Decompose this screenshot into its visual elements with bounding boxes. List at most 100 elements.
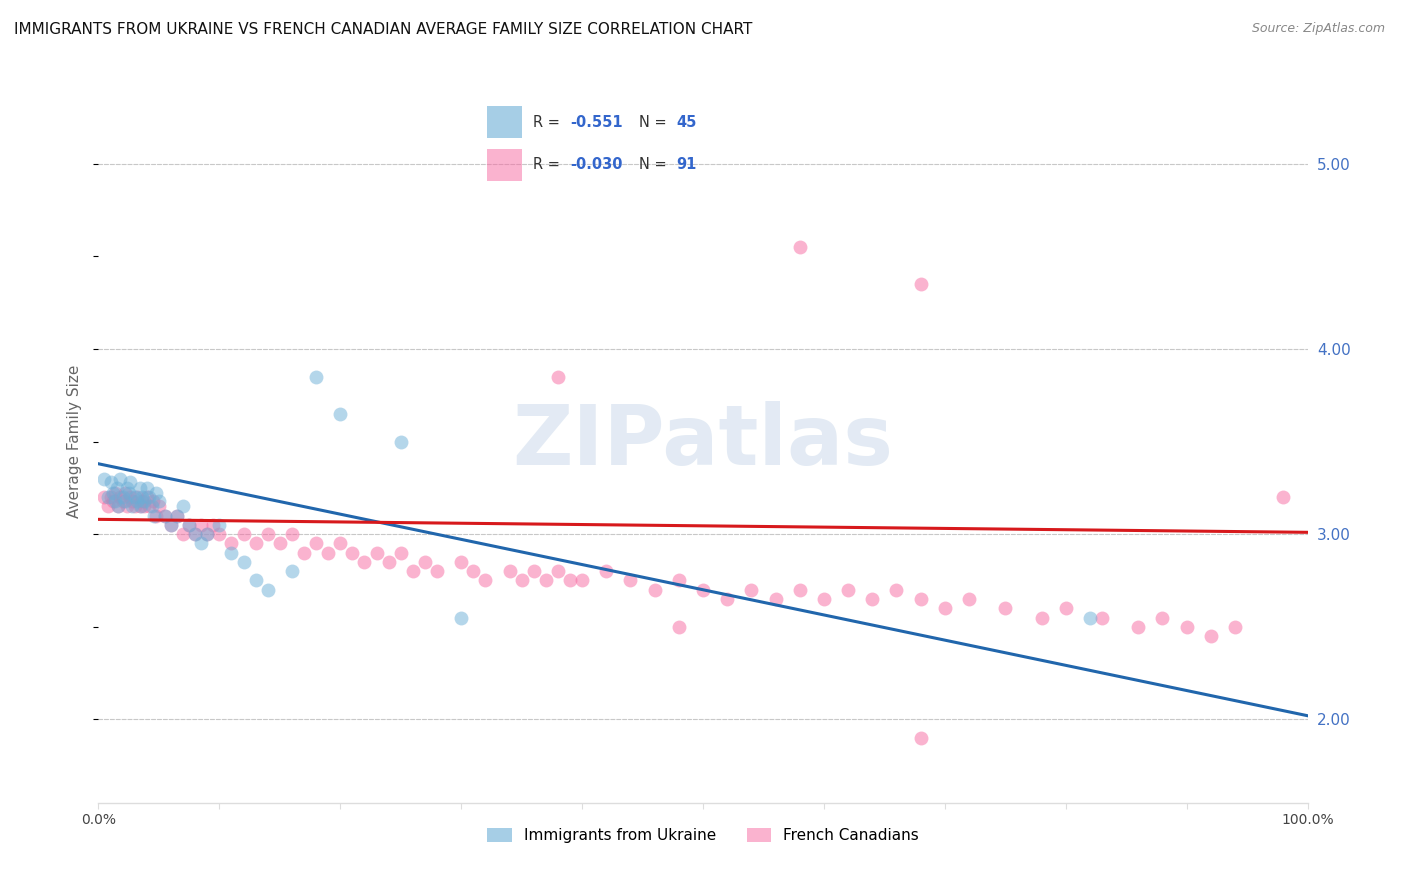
Point <box>101 493 124 508</box>
Point <box>716 592 738 607</box>
Point <box>148 500 170 514</box>
Point <box>329 536 352 550</box>
Point <box>172 527 194 541</box>
Point <box>97 490 120 504</box>
Point <box>190 536 212 550</box>
Point <box>402 564 425 578</box>
Point <box>195 527 218 541</box>
Point <box>93 472 115 486</box>
Point <box>111 493 134 508</box>
Point <box>595 564 617 578</box>
Point <box>232 555 254 569</box>
Point <box>138 500 160 514</box>
Point <box>1152 610 1174 624</box>
Point <box>124 490 146 504</box>
Point <box>765 592 787 607</box>
Point <box>128 481 150 495</box>
Point <box>124 500 146 514</box>
Point <box>740 582 762 597</box>
Y-axis label: Average Family Size: Average Family Size <box>67 365 83 518</box>
Point <box>97 500 120 514</box>
Point <box>208 517 231 532</box>
Point <box>886 582 908 597</box>
Point <box>305 369 328 384</box>
Point <box>789 582 811 597</box>
Point <box>329 407 352 421</box>
Point <box>498 564 520 578</box>
Point <box>366 546 388 560</box>
Point <box>245 536 267 550</box>
Point <box>221 546 243 560</box>
Point <box>190 517 212 532</box>
Point <box>1091 610 1114 624</box>
Point <box>377 555 399 569</box>
Point <box>1054 601 1077 615</box>
Point <box>118 490 141 504</box>
Point <box>232 527 254 541</box>
Point <box>292 546 315 560</box>
Point <box>281 527 304 541</box>
Point <box>571 574 593 588</box>
Point <box>1128 620 1150 634</box>
Text: Source: ZipAtlas.com: Source: ZipAtlas.com <box>1251 22 1385 36</box>
Point <box>957 592 980 607</box>
Point <box>184 527 207 541</box>
Point <box>426 564 449 578</box>
Point <box>558 574 581 588</box>
Text: IMMIGRANTS FROM UKRAINE VS FRENCH CANADIAN AVERAGE FAMILY SIZE CORRELATION CHART: IMMIGRANTS FROM UKRAINE VS FRENCH CANADI… <box>14 22 752 37</box>
Point <box>644 582 666 597</box>
Point <box>221 536 243 550</box>
Point <box>104 493 127 508</box>
Point <box>668 620 690 634</box>
Point <box>142 493 165 508</box>
Point <box>153 508 176 523</box>
Point <box>789 240 811 254</box>
Point <box>166 508 188 523</box>
Point <box>316 546 339 560</box>
Point <box>100 475 122 490</box>
Point <box>118 475 141 490</box>
Point <box>994 601 1017 615</box>
Point <box>107 500 129 514</box>
Point <box>121 500 143 514</box>
Point <box>463 564 485 578</box>
Point <box>101 486 124 500</box>
Point <box>692 582 714 597</box>
Point <box>135 490 157 504</box>
Point <box>860 592 883 607</box>
Point <box>105 481 128 495</box>
Point <box>1031 610 1053 624</box>
Point <box>184 527 207 541</box>
Point <box>619 574 641 588</box>
Point <box>534 574 557 588</box>
Point <box>450 555 472 569</box>
Point <box>179 517 201 532</box>
Point <box>128 500 150 514</box>
Point <box>256 527 278 541</box>
Point <box>413 555 436 569</box>
Point <box>117 481 139 495</box>
Point <box>208 527 231 541</box>
Point <box>127 490 149 504</box>
Point <box>195 527 218 541</box>
Point <box>107 500 129 514</box>
Point <box>910 277 932 291</box>
Point <box>813 592 835 607</box>
Point <box>256 582 278 597</box>
Point <box>134 493 156 508</box>
Point <box>547 564 569 578</box>
Point <box>166 508 188 523</box>
Point <box>138 490 160 504</box>
Point <box>141 500 163 514</box>
Point <box>342 546 364 560</box>
Text: ZIPatlas: ZIPatlas <box>513 401 893 482</box>
Point <box>121 493 143 508</box>
Point <box>100 490 122 504</box>
Point <box>160 517 183 532</box>
Point <box>143 508 166 523</box>
Point <box>450 610 472 624</box>
Point <box>114 486 136 500</box>
Point <box>104 486 127 500</box>
Point <box>160 517 183 532</box>
Point <box>135 481 157 495</box>
